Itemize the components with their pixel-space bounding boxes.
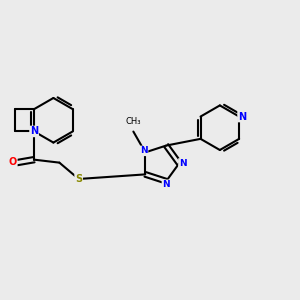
Text: CH₃: CH₃ xyxy=(126,117,141,126)
Text: N: N xyxy=(30,126,38,136)
Text: N: N xyxy=(162,180,170,189)
Text: O: O xyxy=(9,157,17,167)
Text: N: N xyxy=(179,159,187,168)
Text: N: N xyxy=(238,112,246,122)
Text: S: S xyxy=(75,174,82,184)
Text: N: N xyxy=(140,146,148,155)
